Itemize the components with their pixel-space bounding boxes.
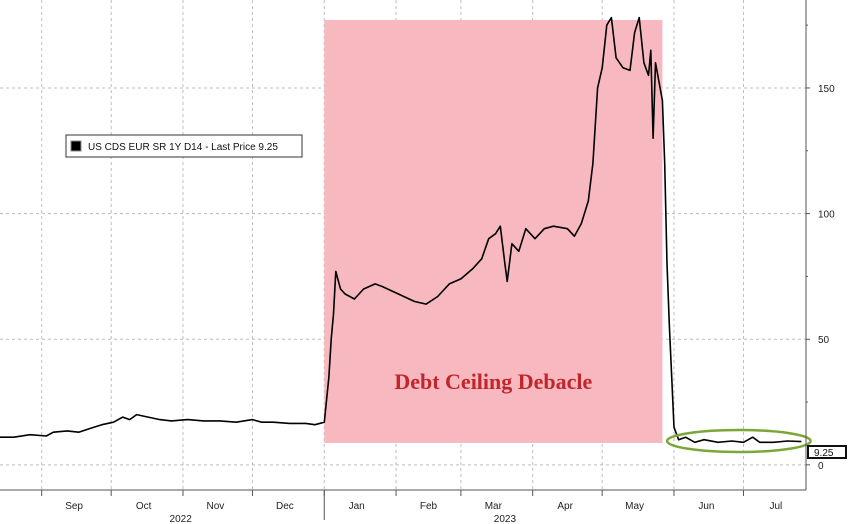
x-tick-label: May xyxy=(625,501,644,512)
x-tick-label: Sep xyxy=(65,501,83,512)
y-ticks: 0 50 100 150 xyxy=(806,24,835,472)
x-ticks: Sep Oct Nov Dec Jan Feb Mar Apr May Jun Jul xyxy=(41,490,782,512)
last-price-marker: 9.25 xyxy=(807,445,847,459)
last-price-label: 9.25 xyxy=(814,448,834,459)
y-tick-label: 50 xyxy=(818,335,830,346)
last-price-inner xyxy=(809,447,845,457)
legend-swatch xyxy=(70,140,82,152)
axes xyxy=(0,0,807,491)
x-tick-label: Jul xyxy=(769,501,782,512)
legend: US CDS EUR SR 1Y D14 - Last Price 9.25 xyxy=(65,134,303,158)
series-layer xyxy=(0,16,802,444)
x-tick-label: Oct xyxy=(136,501,152,512)
recent-period-ellipse xyxy=(665,428,812,454)
x-tick-label: Jun xyxy=(698,501,714,512)
year-label: 2022 xyxy=(170,514,193,524)
x-tick-label: Apr xyxy=(557,501,573,512)
y-tick-label: 150 xyxy=(818,84,835,95)
debt-ceiling-label: Debt Ceiling Debacle xyxy=(394,369,592,394)
legend-label: US CDS EUR SR 1Y D14 - Last Price 9.25 xyxy=(88,142,278,153)
y-tick-label: 0 xyxy=(818,461,824,472)
debt-ceiling-region xyxy=(324,20,663,443)
legend-box xyxy=(65,134,303,158)
highlight-region: Debt Ceiling Debacle xyxy=(324,20,663,443)
year-label: 2023 xyxy=(494,514,517,524)
x-tick-label: Jan xyxy=(349,501,365,512)
x-tick-label: Nov xyxy=(206,501,224,512)
x-tick-label: Dec xyxy=(276,501,294,512)
series-line xyxy=(0,16,802,444)
x-tick-label: Mar xyxy=(485,501,503,512)
y-tick-label: 100 xyxy=(818,210,835,221)
year-labels: 2022 2023 xyxy=(170,490,517,524)
ellipse-highlight xyxy=(665,428,812,454)
x-tick-label: Feb xyxy=(420,501,438,512)
